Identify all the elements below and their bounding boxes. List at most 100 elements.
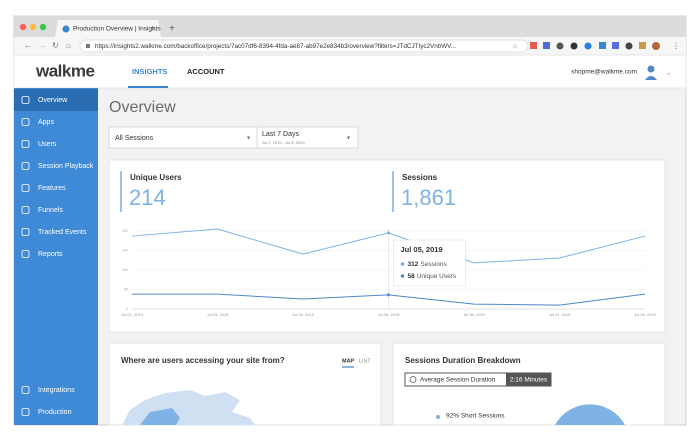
x-tick-label: Jul 07, 2019	[549, 312, 572, 317]
logo[interactable]: walkme	[35, 61, 95, 80]
overview-card	[108, 159, 666, 333]
profile-icon[interactable]	[652, 42, 660, 50]
avatar-head[interactable]	[647, 65, 655, 73]
hover-point	[387, 293, 390, 297]
menu-item[interactable]: Production	[38, 409, 72, 416]
avatar-body	[645, 76, 657, 80]
forward-button[interactable]: →	[38, 41, 46, 50]
user-email[interactable]: shopme@walkme.com	[571, 69, 637, 76]
map-region	[140, 408, 180, 425]
user-caret[interactable]: ⌄	[666, 71, 671, 77]
home-button[interactable]: ⌂	[66, 41, 71, 50]
tab-icon	[62, 25, 70, 33]
page-title: Overview	[109, 99, 176, 116]
url: https://insights2.walkme.com/backoffice/…	[95, 43, 456, 50]
tooltip-title: Jul 05, 2019	[401, 245, 443, 254]
address-field[interactable]	[79, 39, 529, 53]
zoom-button[interactable]	[39, 23, 47, 31]
sidebar	[14, 88, 98, 425]
close-button[interactable]	[19, 23, 27, 31]
tooltip	[393, 239, 466, 287]
nav-link[interactable]: ACCOUNT	[187, 67, 225, 76]
tab-bar	[14, 16, 686, 37]
hover-point	[387, 231, 390, 235]
menu-icon	[21, 140, 30, 148]
duration-card-title: Sessions Duration Breakdown	[405, 356, 521, 365]
menu-item[interactable]: Funnels	[38, 207, 63, 214]
tooltip-dot	[400, 262, 405, 266]
menu-item[interactable]: Users	[38, 141, 57, 148]
tab-close[interactable]: ×	[151, 26, 155, 33]
extension-icon[interactable]	[543, 42, 550, 49]
extension-icon[interactable]	[584, 42, 592, 50]
extension-icon[interactable]	[556, 42, 564, 50]
menu-icon	[21, 408, 30, 416]
list-toggle[interactable]: LIST	[359, 358, 371, 364]
menu-item[interactable]: Features	[38, 185, 66, 192]
tooltip-dot	[400, 274, 405, 278]
kpi-value: 1,861	[401, 185, 456, 210]
nav-link[interactable]: INSIGHTS	[132, 67, 167, 76]
duration-legend: 92% Short Sessions	[446, 413, 505, 420]
y-tick-label: 80	[124, 287, 128, 291]
extension-icon[interactable]	[599, 42, 606, 49]
menu-icon	[21, 386, 30, 394]
extension-icon[interactable]	[612, 42, 619, 49]
extensions: ⋮	[530, 42, 680, 51]
duration-metric-label: Average Session Duration	[420, 377, 496, 384]
bookmark-star[interactable]: ☆	[512, 42, 518, 50]
duration-metric-value: 2:16 Minutes	[510, 377, 548, 384]
kpi-label: Unique Users	[130, 173, 182, 182]
tooltip-value: 312	[408, 261, 419, 268]
segment-value: All Sessions	[115, 135, 154, 142]
menu-item[interactable]: Reports	[38, 251, 63, 258]
x-tick-label: Jul 03, 2019	[207, 312, 230, 317]
kpi-value: 214	[129, 185, 166, 210]
map-card-title: Where are users accessing your site from…	[121, 356, 285, 365]
kpi-label: Sessions	[402, 173, 438, 182]
menu-item[interactable]: Apps	[38, 119, 54, 126]
extension-icon[interactable]	[530, 42, 537, 49]
tooltip-row: 58 Unique Users	[408, 273, 457, 280]
help-icon[interactable]	[409, 376, 417, 383]
x-tick-label: Jul 05, 2019	[378, 312, 401, 317]
lock-icon	[86, 44, 90, 48]
tooltip-row: 312 Sessions	[408, 261, 448, 268]
menu-item[interactable]: Tracked Events	[38, 229, 87, 236]
date-range-dates: Jul 2, 2019 - Jul 8, 2019	[262, 140, 305, 145]
x-tick-label: Jul 06, 2019	[463, 312, 486, 317]
menu-icon	[21, 118, 30, 126]
kpis: Unique Users 214 Sessions 1,861	[120, 171, 456, 212]
menu-icon	[21, 206, 30, 214]
minimize-button[interactable]	[29, 23, 37, 31]
new-tab[interactable]: +	[169, 24, 175, 35]
duration-metric-badge	[506, 373, 551, 386]
menu-icon	[21, 250, 30, 258]
menu-button[interactable]: ⋮	[672, 42, 680, 51]
y-tick-label: 240	[122, 248, 128, 252]
tooltip-label: Unique Users	[417, 273, 457, 280]
menu-item[interactable]: Session Playback	[38, 163, 94, 170]
tab-title: Production Overview | Insights	[73, 26, 161, 33]
menu-icon	[21, 162, 30, 170]
top-nav: INSIGHTS ACCOUNT	[128, 67, 225, 88]
extension-icon[interactable]	[625, 42, 633, 50]
menu-item[interactable]: Integrations	[38, 387, 75, 394]
sidebar-menu: Overview Apps Users Session Playback Feature…	[14, 89, 98, 416]
reload-button[interactable]: ↻	[52, 41, 59, 50]
back-button[interactable]: ←	[24, 41, 32, 50]
menu-item[interactable]: Overview	[38, 97, 68, 104]
line-chart: 0 80 160 240 320 Jul 02, 2019 Jul 03, 2019 Jul …	[121, 228, 657, 317]
menu-icon	[21, 228, 30, 236]
menu-icon	[21, 184, 30, 192]
dropdown-caret: ▾	[347, 136, 350, 142]
extension-icon[interactable]	[570, 42, 578, 50]
tooltip-value: 58	[408, 273, 416, 280]
tab[interactable]	[55, 20, 161, 37]
tooltip-label: Sessions	[420, 261, 447, 268]
date-dropdown[interactable]	[256, 126, 359, 149]
map-toggle[interactable]: MAP	[342, 358, 355, 364]
dropdown-caret: ▾	[247, 136, 250, 142]
extension-icon[interactable]	[639, 42, 646, 49]
menu-active	[14, 89, 98, 111]
